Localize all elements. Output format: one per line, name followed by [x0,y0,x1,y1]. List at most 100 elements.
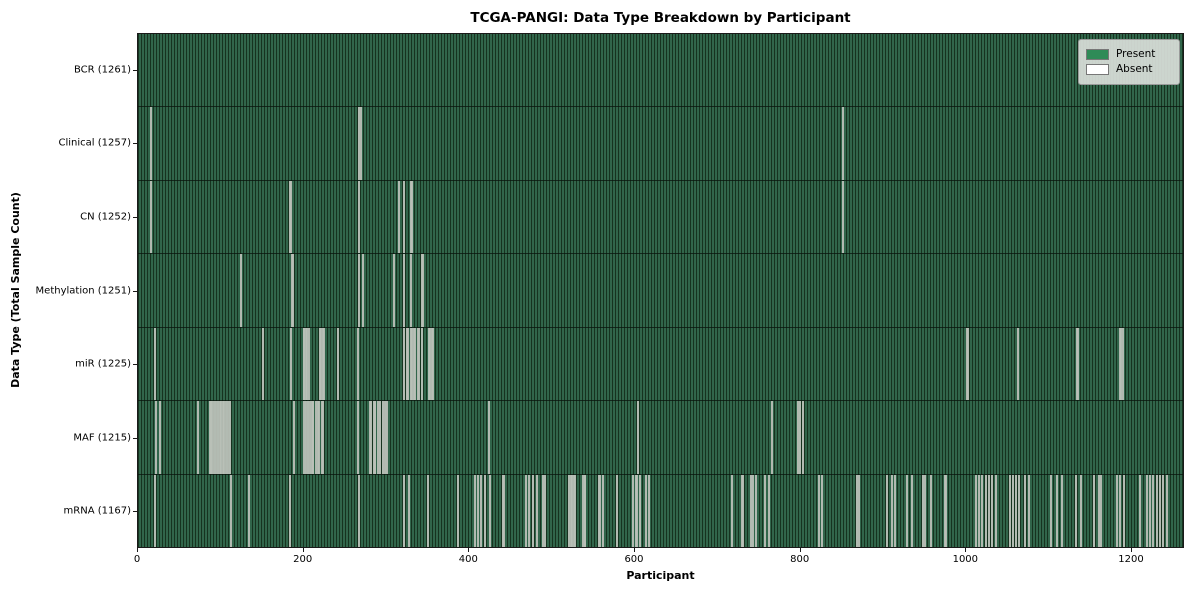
absent-stripe [601,474,604,547]
absent-stripe [219,401,222,474]
absent-stripe [410,327,413,401]
absent-stripe [742,474,745,547]
absent-stripe [228,401,231,474]
x-tick-label-800: 800 [790,554,810,565]
absent-stripe [1016,327,1019,401]
absent-stripe [357,327,360,401]
absent-stripe [567,474,570,547]
y-tick-mark [133,143,137,145]
absent-stripe [381,401,384,474]
absent-stripe [489,474,492,547]
legend-label-absent: Absent [1116,63,1153,75]
absent-stripe [357,180,360,254]
x-tick-mark [1130,548,1132,552]
absent-stripe [378,401,381,474]
absent-stripe [1061,474,1064,547]
absent-stripe [357,254,360,327]
row-mRNA [138,474,1183,547]
absent-stripe [322,401,325,474]
absent-stripe [502,474,505,547]
absent-stripe [376,401,379,474]
absent-stripe [290,180,293,254]
absent-stripe [994,474,997,547]
absent-swatch [1086,64,1109,75]
absent-stripe [408,474,411,547]
x-axis-label: Participant [626,569,695,582]
absent-stripe [1159,474,1162,547]
absent-stripe [644,474,647,547]
absent-stripe [337,327,340,401]
x-tick-label-200: 200 [293,554,313,565]
x-tick-label-1000: 1000 [952,554,979,565]
absent-stripe [418,327,421,401]
row-CN [138,180,1183,255]
absent-stripe [911,474,913,547]
y-tick-label-BCR: BCR (1261) [73,64,131,76]
present-swatch [1086,49,1109,60]
absent-stripe [752,474,755,547]
absent-stripe [981,474,984,547]
absent-stripe [154,401,157,474]
absent-stripe [429,327,431,401]
absent-stripe [798,401,801,474]
absent-stripe [292,401,295,474]
absent-stripe [318,401,321,474]
absent-stripe [771,401,774,474]
absent-stripe [1024,474,1027,547]
row-Clinical [138,107,1183,181]
chart-title: TCGA-PANGI: Data Type Breakdown by Parti… [470,10,851,26]
absent-stripe [306,401,309,474]
absent-stripe [409,254,412,327]
y-tick-label-Methylation: Methylation (1251) [35,285,131,296]
absent-stripe [357,401,360,474]
absent-stripe [305,327,308,401]
x-tick-mark [965,548,967,552]
absent-stripe [1015,474,1018,547]
absent-stripe [420,327,423,401]
absent-stripe [319,327,322,401]
absent-stripe [320,401,323,474]
absent-stripe [977,474,980,547]
absent-stripe [303,327,306,401]
x-tick-mark [633,548,635,552]
absent-stripe [370,401,373,474]
absent-stripe [1116,474,1119,547]
absent-stripe [196,401,199,474]
absent-stripe [217,401,220,474]
absent-stripe [476,474,479,547]
y-tick-label-MAF: MAF (1215) [73,432,131,444]
absent-stripe [573,474,576,547]
x-tick-label-1200: 1200 [1118,554,1144,565]
absent-stripe [153,327,156,401]
absent-stripe [374,401,377,474]
x-tick-label-0: 0 [133,554,141,565]
absent-stripe [584,474,587,547]
absent-stripe [524,474,527,547]
absent-stripe [368,401,371,474]
absent-stripe [543,474,546,547]
legend-label-present: Present [1116,48,1156,60]
absent-stripe [1080,474,1083,547]
absent-stripe [213,401,216,474]
absent-stripe [842,180,845,254]
absent-stripe [414,327,417,401]
x-tick-mark [137,548,138,552]
absent-stripe [421,254,424,327]
absent-stripe [1097,474,1100,547]
absent-stripe [291,254,294,327]
absent-stripe [1077,327,1080,401]
absent-stripe [1011,474,1014,547]
absent-stripe [484,474,487,547]
absent-stripe [1121,327,1124,401]
absent-stripe [930,474,933,547]
absent-stripe [924,474,927,547]
y-tick-mark [133,437,137,439]
absent-stripe [639,474,641,547]
absent-stripe [357,474,360,547]
absent-stripe [386,401,389,474]
absent-stripe [406,327,409,401]
absent-stripe [801,401,804,474]
absent-stripe [229,474,232,547]
absent-stripe [542,474,545,547]
absent-stripe [1049,474,1052,547]
